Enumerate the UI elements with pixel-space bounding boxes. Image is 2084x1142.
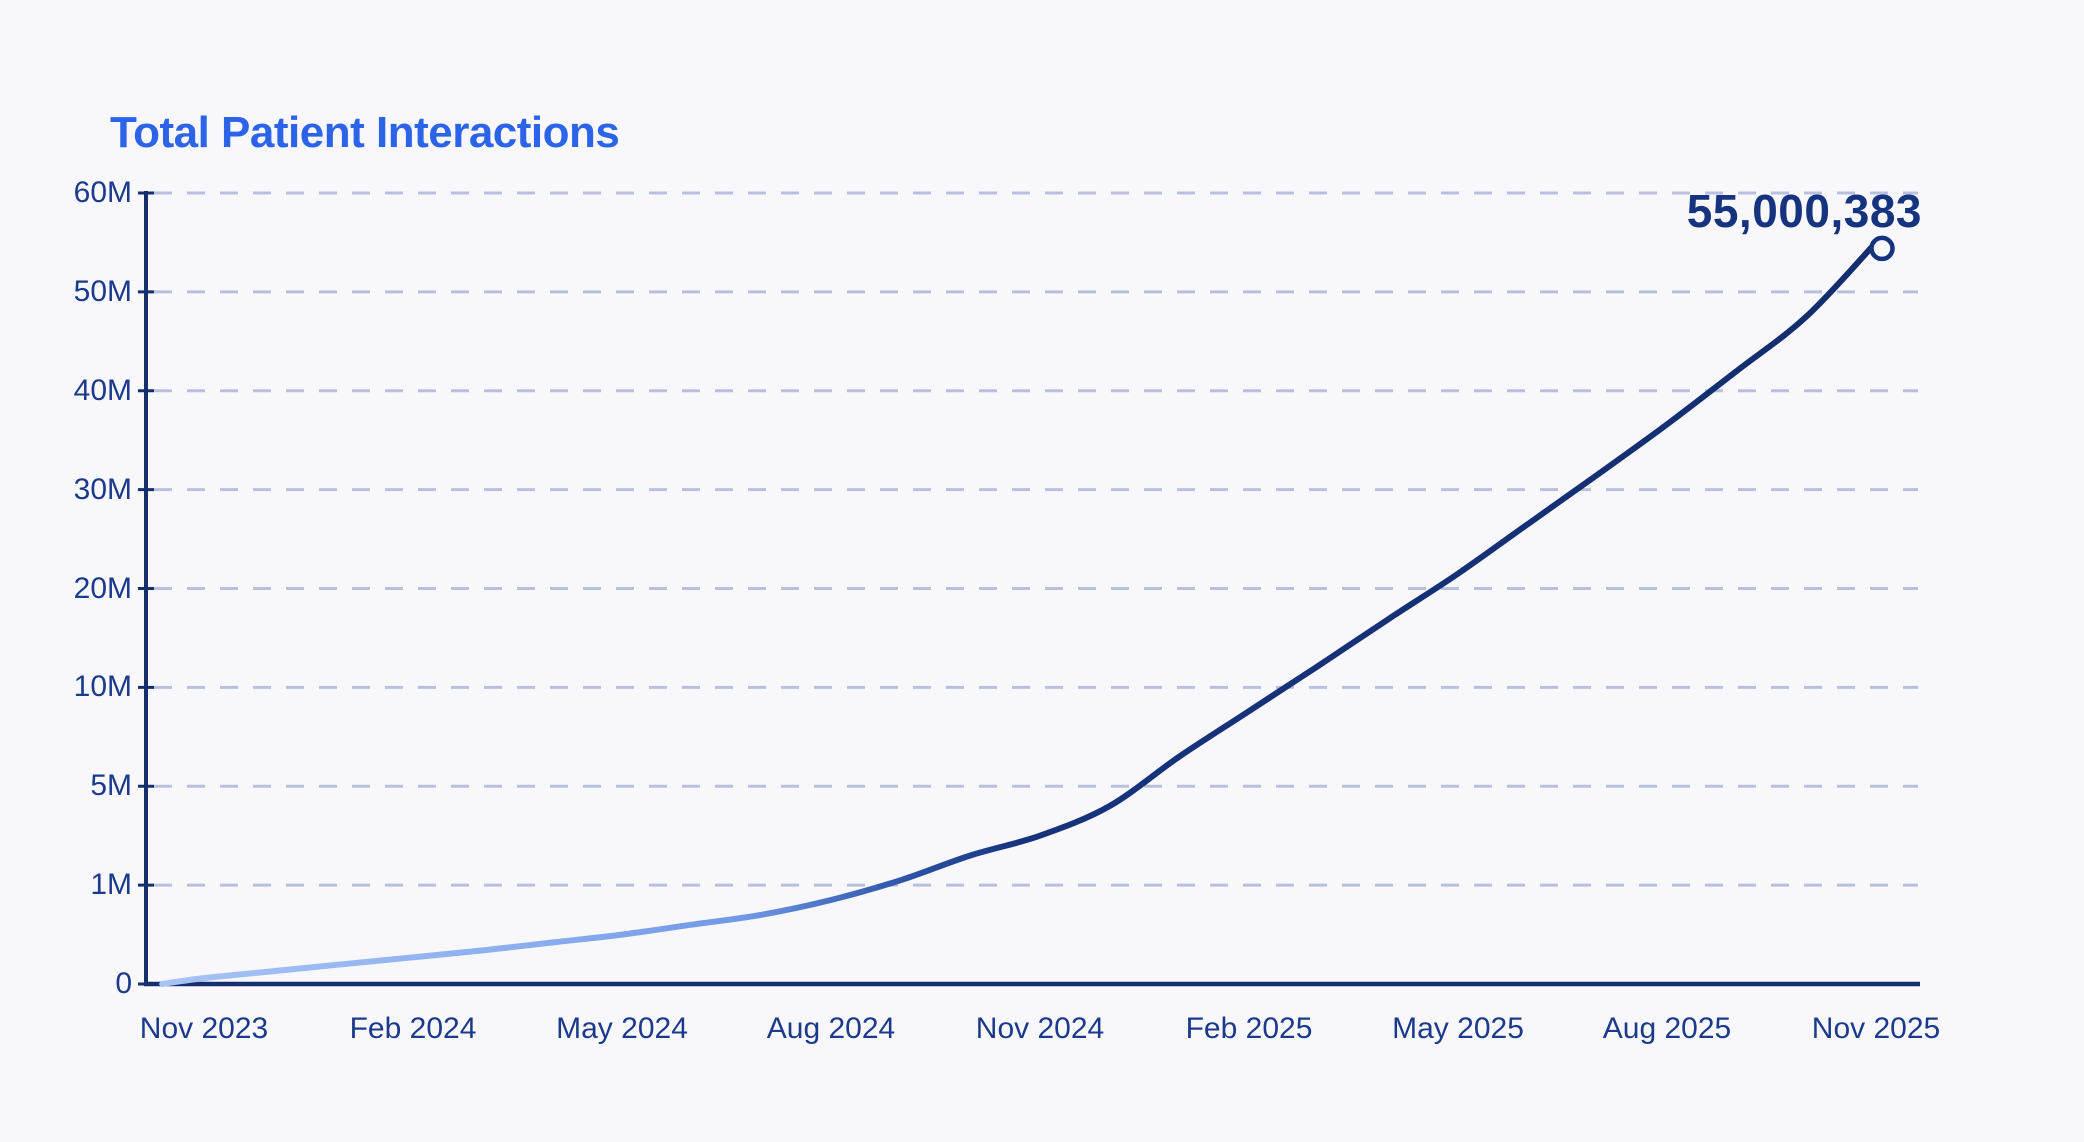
y-axis-tick-label: 0: [115, 967, 132, 1000]
y-axis-tick-label: 60M: [73, 176, 132, 209]
y-axis-tick-label: 5M: [90, 769, 132, 803]
series-line: [159, 239, 1879, 987]
y-axis-tick-label: 50M: [73, 274, 132, 308]
y-axis-tick-label: 10M: [73, 670, 132, 704]
end-value-label: 55,000,383: [1686, 185, 1922, 238]
chart-title: Total Patient Interactions: [110, 108, 620, 157]
x-axis-tick-label: May 2024: [556, 1012, 688, 1045]
x-axis-tick-label: Feb 2024: [349, 1012, 477, 1045]
gridlines: [154, 191, 1918, 887]
x-axis-tick-label: Nov 2024: [975, 1012, 1105, 1045]
x-axis-tick-label: May 2025: [1392, 1012, 1524, 1045]
x-axis-tick-label: Feb 2025: [1185, 1012, 1313, 1045]
end-point-marker: [1869, 235, 1895, 262]
y-axis-tick-label: 20M: [73, 571, 132, 605]
x-axis-tick-label: Aug 2025: [1602, 1012, 1732, 1045]
x-axis-tick-label: Nov 2023: [139, 1012, 269, 1045]
x-axis-tick-label: Nov 2025: [1811, 1012, 1941, 1045]
x-axis-tick-label: Aug 2024: [766, 1012, 896, 1045]
y-axis-tick-label: 1M: [90, 868, 132, 902]
y-axis-tick-label: 40M: [73, 373, 132, 407]
y-axis-tick-label: 30M: [73, 472, 132, 506]
